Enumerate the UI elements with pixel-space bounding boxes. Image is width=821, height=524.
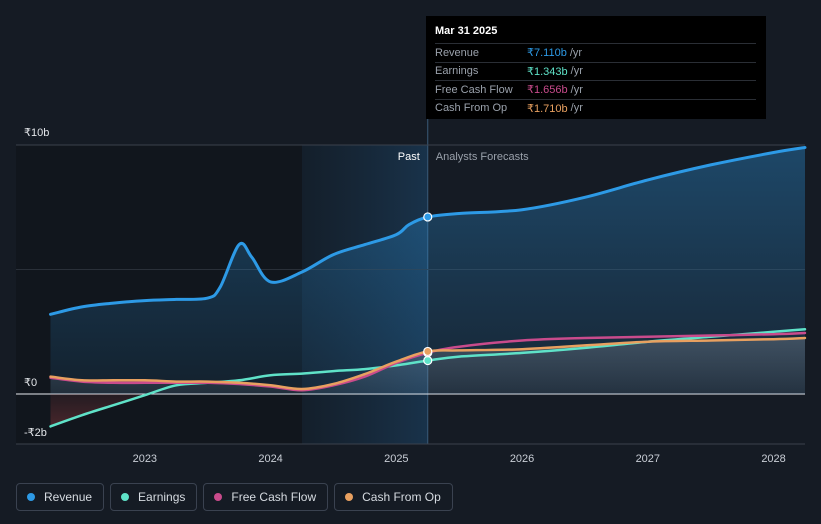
tooltip-unit: /yr xyxy=(570,65,583,78)
earnings-dot-icon xyxy=(121,493,130,501)
earnings-point xyxy=(423,355,433,366)
y-tick-label: ₹10b xyxy=(24,127,49,139)
x-tick-label: 2028 xyxy=(761,453,785,465)
legend-item-earnings[interactable]: Earnings xyxy=(110,483,198,511)
tooltip-value: ₹1.710b xyxy=(527,102,568,115)
revenue-area xyxy=(50,147,805,394)
tooltip-label: Revenue xyxy=(435,46,480,59)
tooltip-label: Cash From Op xyxy=(435,102,508,115)
legend-item-revenue[interactable]: Revenue xyxy=(16,483,105,511)
legend-item-free-cash-flow[interactable]: Free Cash Flow xyxy=(203,483,329,511)
forecast-label: Analysts Forecasts xyxy=(436,151,529,163)
revenue-dot-icon xyxy=(27,493,35,501)
cash-from-op-point xyxy=(423,346,433,357)
tooltip-label: Earnings xyxy=(435,65,479,78)
tooltip-date: Mar 31 2025 xyxy=(435,25,498,37)
x-tick-label: 2025 xyxy=(384,453,408,465)
revenue-line xyxy=(49,146,807,316)
tooltip-row-free-cash-flow: Free Cash Flow ₹1.656b /yr xyxy=(435,80,756,99)
tooltip-row-earnings: Earnings ₹1.343b /yr xyxy=(435,61,756,81)
tooltip: Mar 31 2025 Revenue ₹7.110b /yr Earnings… xyxy=(426,16,766,119)
tooltip-unit: /yr xyxy=(570,102,583,115)
past-label: Past xyxy=(398,151,420,163)
revenue-point xyxy=(423,212,433,222)
x-tick-label: 2027 xyxy=(636,453,660,465)
legend-label: Earnings xyxy=(138,490,186,504)
x-tick-label: 2024 xyxy=(258,453,282,465)
cash-from-op-dot-icon xyxy=(345,493,354,501)
tooltip-value: ₹7.110b xyxy=(527,47,567,60)
cash-from-op-line xyxy=(49,336,807,391)
tooltip-unit: /yr xyxy=(570,83,583,96)
free-cash-flow-dot-icon xyxy=(214,493,223,501)
cash-from-op-area xyxy=(50,338,805,394)
y-tick-label: -₹2b xyxy=(24,427,47,439)
x-tick-label: 2026 xyxy=(510,453,534,465)
free-cash-flow-line xyxy=(49,331,807,392)
tooltip-row-cash-from-op: Cash From Op ₹1.710b /yr xyxy=(435,98,756,118)
legend-item-cash-from-op[interactable]: Cash From Op xyxy=(334,483,453,511)
legend: Revenue Earnings Free Cash Flow Cash Fro… xyxy=(16,483,453,511)
legend-label: Cash From Op xyxy=(362,490,441,504)
tooltip-label: Free Cash Flow xyxy=(435,83,513,96)
y-tick-label: ₹0 xyxy=(24,377,37,389)
x-tick-label: 2023 xyxy=(133,453,157,465)
tooltip-value: ₹1.656b xyxy=(527,84,568,97)
legend-label: Free Cash Flow xyxy=(231,490,317,504)
legend-label: Revenue xyxy=(44,490,93,504)
chart: ₹10b ₹0 -₹2b 2023 2024 2025 2026 2027 2028 Past An… xyxy=(16,16,807,465)
tooltip-row-revenue: Revenue ₹7.110b /yr xyxy=(435,43,756,62)
tooltip-unit: /yr xyxy=(569,46,583,59)
tooltip-value: ₹1.343b xyxy=(527,65,568,78)
